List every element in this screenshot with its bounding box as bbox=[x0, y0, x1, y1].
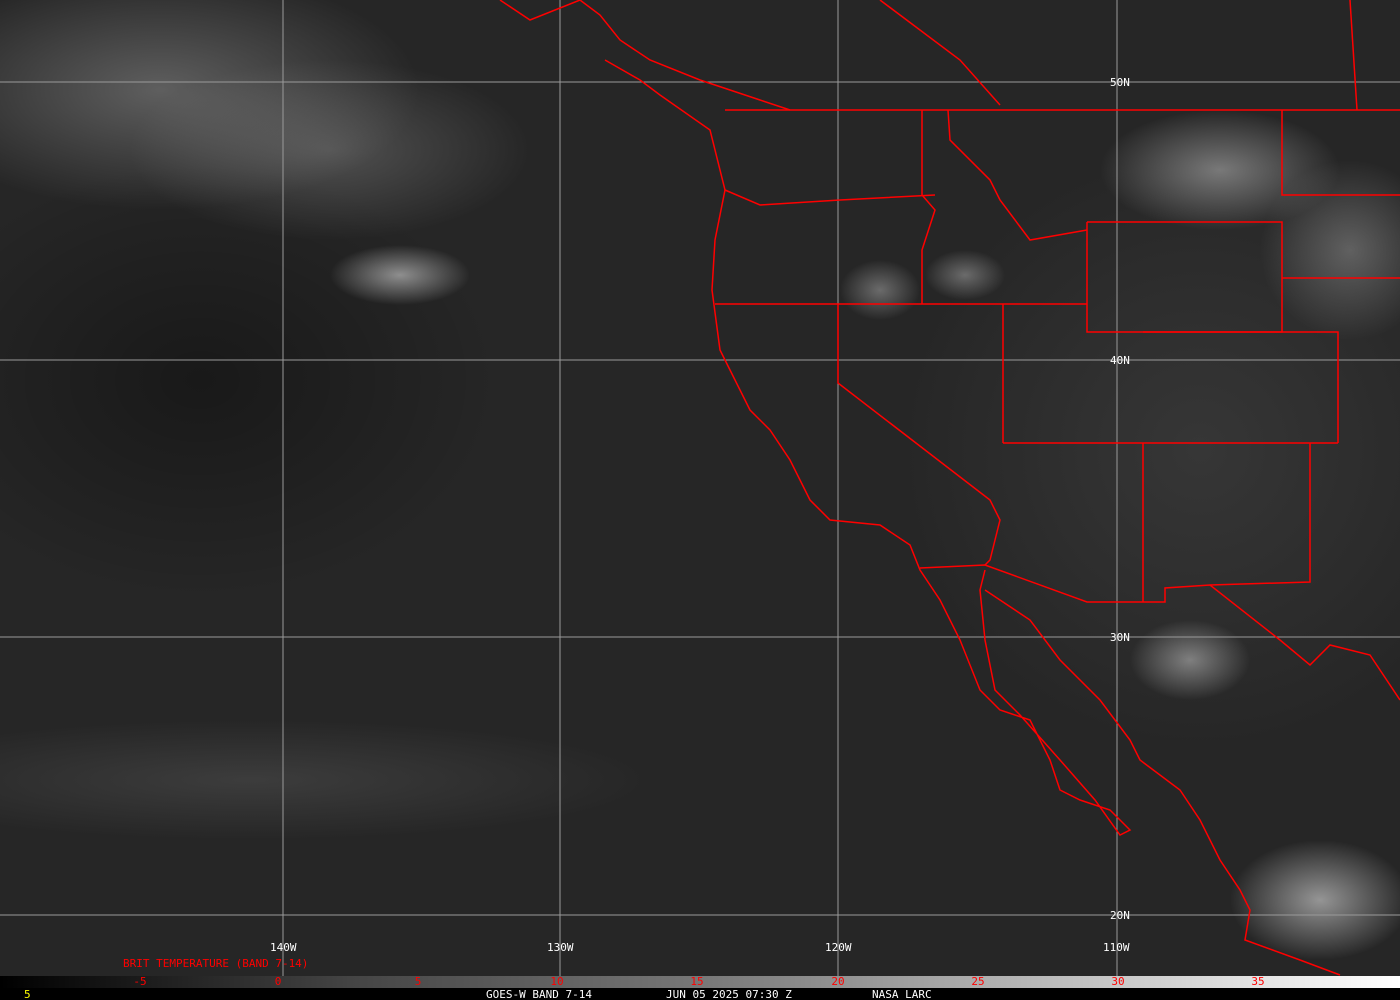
bc-coast bbox=[499, 0, 791, 111]
lat-lon-grid bbox=[0, 0, 1400, 976]
caption-bar bbox=[0, 988, 1400, 1000]
satellite-imagery bbox=[0, 0, 1400, 976]
ca-nv-border bbox=[837, 304, 1001, 566]
co-ut-border bbox=[1143, 331, 1339, 443]
id-or-border bbox=[921, 110, 936, 304]
colorbar-tick: 10 bbox=[550, 975, 564, 988]
colorbar-tick: 5 bbox=[414, 975, 422, 988]
frame-number: 5 bbox=[24, 988, 31, 1000]
mainland-mexico-coast bbox=[984, 589, 1341, 976]
nm-border bbox=[1209, 443, 1311, 586]
wy-border bbox=[1086, 221, 1283, 333]
mt-nd-border bbox=[1281, 110, 1400, 196]
colorbar-tick: 0 bbox=[274, 975, 282, 988]
colorbar-tick: 20 bbox=[831, 975, 845, 988]
colorbar-tick: 30 bbox=[1111, 975, 1125, 988]
canada-coast bbox=[879, 0, 1001, 106]
id-mt-border bbox=[947, 109, 1088, 241]
west-coastline bbox=[604, 59, 1132, 836]
colorbar bbox=[0, 976, 1400, 988]
lon-label-110w: 110W bbox=[1103, 941, 1130, 954]
lon-label-130w: 130W bbox=[547, 941, 574, 954]
caption-title: GOES-W BAND 7-14 bbox=[486, 988, 592, 1000]
map-overlay bbox=[0, 0, 1400, 976]
lon-label-120w: 120W bbox=[825, 941, 852, 954]
caption-source: NASA LARC bbox=[872, 988, 932, 1000]
wa-or-border bbox=[724, 189, 936, 206]
caption-date: JUN 05 2025 07:30 Z bbox=[666, 988, 792, 1000]
colorbar-tick: 35 bbox=[1251, 975, 1265, 988]
lat-label-50n: 50N bbox=[1110, 76, 1130, 89]
lat-label-20n: 20N bbox=[1110, 909, 1130, 922]
lat-label-30n: 30N bbox=[1110, 631, 1130, 644]
canada-border bbox=[1349, 0, 1358, 111]
political-borders bbox=[499, 0, 1400, 976]
us-mexico-border bbox=[919, 564, 1400, 701]
colorbar-tick: 25 bbox=[971, 975, 985, 988]
lon-label-140w: 140W bbox=[270, 941, 297, 954]
colorbar-tick: 15 bbox=[690, 975, 704, 988]
colorbar-title: BRIT TEMPERATURE (BAND 7-14) bbox=[123, 957, 309, 970]
lat-label-40n: 40N bbox=[1110, 354, 1130, 367]
colorbar-tick: -5 bbox=[133, 975, 147, 988]
